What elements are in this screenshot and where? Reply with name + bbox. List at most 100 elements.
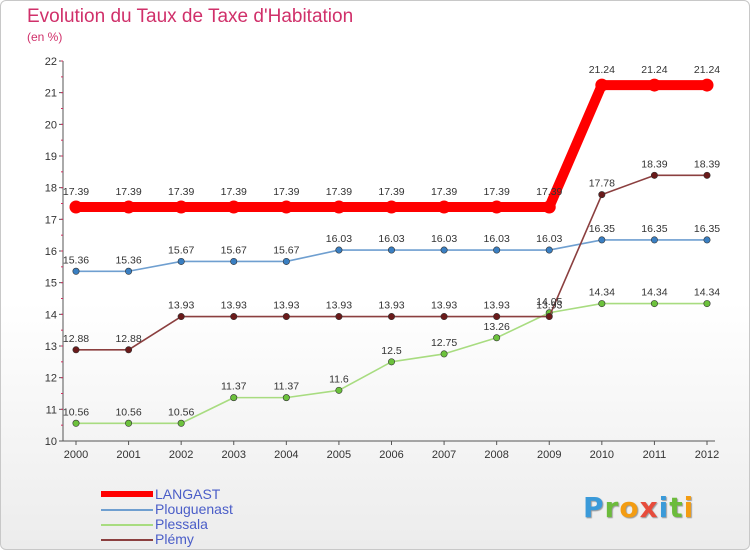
logo-letter: i (658, 491, 670, 524)
data-point (650, 300, 658, 308)
data-label: 17.39 (536, 186, 562, 198)
x-tick-label: 2006 (379, 449, 403, 461)
data-point (493, 313, 501, 321)
data-point (387, 358, 395, 366)
data-label: 11.37 (274, 381, 300, 393)
data-point (174, 200, 188, 214)
data-label: 17.39 (326, 186, 352, 198)
legend-label-plessala: Plessala (155, 516, 208, 532)
data-point (703, 300, 711, 308)
data-label: 12.5 (381, 345, 402, 357)
y-tick-label: 14 (45, 309, 57, 321)
data-label: 16.03 (536, 233, 562, 245)
data-label: 16.03 (431, 233, 457, 245)
data-label: 10.56 (168, 406, 194, 418)
data-point (440, 350, 448, 358)
proxiti-logo: Proxiti (583, 491, 694, 524)
data-point (598, 300, 606, 308)
data-label: 15.36 (63, 254, 89, 266)
legend-label-langast: LANGAST (155, 486, 221, 502)
data-label: 16.03 (484, 233, 510, 245)
data-label: 11.6 (329, 373, 349, 385)
data-point (72, 346, 80, 354)
data-label: 17.39 (431, 186, 457, 198)
data-label: 15.67 (168, 244, 194, 256)
data-label: 12.88 (115, 333, 141, 345)
data-label: 14.34 (641, 287, 667, 299)
data-label: 10.56 (63, 406, 89, 418)
y-tick-label: 10 (45, 436, 57, 448)
data-label: 13.93 (431, 300, 457, 312)
chart-subtitle: (en %) (27, 30, 63, 44)
logo-letter: o (619, 491, 640, 524)
logo-letter: r (604, 491, 620, 524)
legend-label-plouguenast: Plouguenast (155, 501, 233, 517)
y-tick-label: 20 (45, 119, 57, 131)
data-label: 21.24 (641, 64, 667, 76)
data-label: 13.93 (221, 300, 247, 312)
data-point (227, 200, 241, 214)
data-point (230, 394, 238, 402)
data-label: 17.39 (378, 186, 404, 198)
data-label: 13.93 (484, 300, 510, 312)
data-point (387, 246, 395, 254)
data-point (440, 313, 448, 321)
data-point (595, 78, 609, 92)
data-label: 18.39 (641, 158, 667, 170)
data-point (177, 419, 185, 427)
data-label: 18.39 (694, 158, 720, 170)
data-label: 16.35 (694, 223, 720, 235)
data-point (490, 200, 504, 214)
data-point (72, 267, 80, 275)
x-tick-label: 2004 (274, 449, 298, 461)
data-label: 17.39 (221, 186, 247, 198)
legend-item-langast: LANGAST (101, 486, 321, 502)
data-point (332, 200, 346, 214)
legend-swatch-langast (101, 491, 153, 497)
data-point (545, 246, 553, 254)
y-tick-label: 12 (45, 373, 57, 385)
legend-swatch-plessala (101, 524, 153, 526)
x-tick-label: 2001 (116, 449, 140, 461)
logo-letter: P (583, 491, 605, 524)
data-label: 10.56 (115, 406, 141, 418)
data-label: 15.67 (273, 244, 299, 256)
data-point (493, 246, 501, 254)
data-point (282, 313, 290, 321)
data-label: 13.26 (484, 321, 510, 333)
legend-swatch-plemy (101, 539, 153, 541)
data-point (125, 419, 133, 427)
data-label: 17.78 (589, 178, 615, 190)
chart-title: Evolution du Taux de Taxe d'Habitation (27, 6, 354, 27)
data-point (230, 257, 238, 265)
data-point (650, 236, 658, 244)
x-tick-label: 2010 (590, 449, 614, 461)
data-label: 17.39 (115, 186, 141, 198)
x-tick-label: 2011 (643, 449, 667, 461)
data-point (385, 200, 398, 214)
data-point (69, 200, 83, 214)
data-point (125, 346, 133, 354)
data-label: 16.35 (589, 223, 615, 235)
data-point (545, 313, 553, 321)
x-tick-label: 2000 (64, 449, 88, 461)
data-point (335, 246, 343, 254)
data-label: 17.39 (273, 186, 299, 198)
data-label: 21.24 (694, 64, 720, 76)
y-tick-label: 22 (45, 56, 57, 68)
data-label: 17.39 (168, 186, 194, 198)
data-label: 14.34 (694, 287, 720, 299)
x-tick-label: 2005 (327, 449, 351, 461)
data-point (703, 171, 711, 179)
y-tick-label: 21 (45, 88, 57, 100)
y-tick-label: 11 (46, 404, 57, 416)
data-point (177, 257, 185, 265)
data-point (650, 171, 658, 179)
x-tick-label: 2009 (537, 449, 561, 461)
data-label: 15.36 (115, 254, 141, 266)
data-point (72, 419, 80, 427)
y-tick-label: 13 (45, 341, 57, 353)
y-tick-label: 16 (45, 246, 57, 258)
